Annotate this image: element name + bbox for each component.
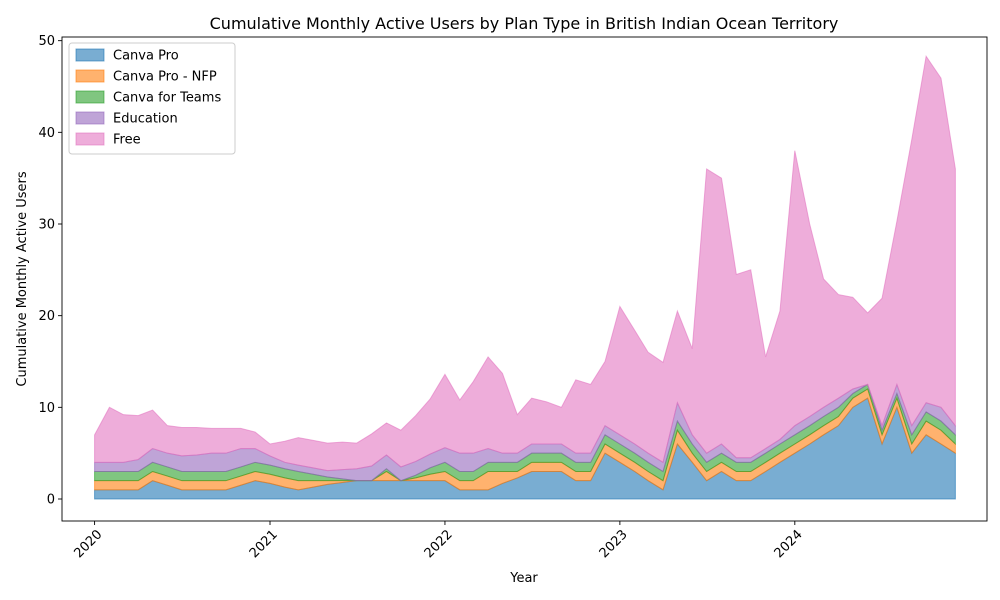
- legend-label: Free: [113, 133, 141, 148]
- y-tick-label: 50: [38, 34, 55, 49]
- legend-label: Canva for Teams: [113, 91, 221, 106]
- legend-label: Education: [113, 112, 178, 127]
- y-axis: 0 10 20 30 40 50: [38, 34, 62, 508]
- legend-swatch: [75, 48, 105, 62]
- area-series-group: [94, 54, 956, 500]
- y-tick-label: 30: [38, 218, 55, 233]
- legend-label: Canva Pro: [113, 49, 179, 64]
- y-tick-label: 10: [38, 401, 55, 416]
- legend-swatch: [75, 111, 105, 125]
- y-tick-label: 20: [38, 309, 55, 324]
- legend-swatch: [75, 90, 105, 104]
- area-free: [94, 54, 956, 472]
- x-axis-label: Year: [509, 571, 538, 586]
- legend-swatch: [75, 69, 105, 83]
- legend-label: Canva Pro - NFP: [113, 70, 217, 85]
- legend-swatch: [75, 132, 105, 146]
- legend-box: [68, 42, 236, 155]
- y-tick-label: 40: [38, 126, 55, 141]
- y-tick-label: 0: [47, 493, 55, 508]
- y-axis-label: Cumulative Monthly Active Users: [15, 171, 30, 386]
- plot-frame: [61, 36, 988, 522]
- legend: Canva Pro Canva Pro - NFP Canva for Teams E…: [68, 42, 236, 155]
- chart-title: Cumulative Monthly Active Users by Plan …: [210, 14, 839, 33]
